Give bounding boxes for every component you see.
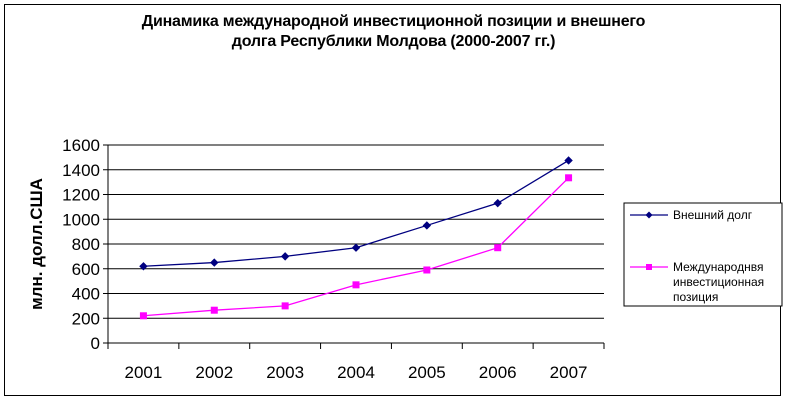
y-tick-label: 1600 bbox=[62, 136, 100, 155]
y-tick-label: 600 bbox=[72, 260, 100, 279]
legend: Внешний долг Международнвя инвестиционная п… bbox=[623, 202, 783, 307]
legend-label: Международнвя инвестиционная позиция bbox=[673, 260, 764, 304]
series-group bbox=[139, 156, 573, 320]
x-tick-label: 2006 bbox=[479, 363, 517, 382]
x-tick-label: 2001 bbox=[125, 363, 163, 382]
data-point bbox=[494, 244, 502, 252]
data-point bbox=[564, 156, 573, 165]
y-tick-label: 1200 bbox=[62, 186, 100, 205]
y-tick-label: 0 bbox=[91, 334, 100, 353]
y-tick-label: 400 bbox=[72, 285, 100, 304]
x-tick-label: 2002 bbox=[195, 363, 233, 382]
data-point bbox=[351, 243, 361, 252]
legend-label: Внешний долг bbox=[673, 208, 753, 222]
data-point bbox=[352, 281, 360, 289]
data-point bbox=[493, 198, 502, 208]
y-tick-label: 1000 bbox=[62, 210, 100, 229]
data-point bbox=[139, 262, 148, 271]
x-tick-label: 2004 bbox=[337, 363, 375, 382]
y-tick-label: 200 bbox=[72, 309, 100, 328]
data-point bbox=[210, 258, 219, 267]
chart-title: Динамика международной инвестиционной по… bbox=[0, 12, 787, 52]
y-tick-labels: 0 200 400 600 800 1000 1200 1400 1600 bbox=[62, 136, 100, 353]
legend-box bbox=[623, 202, 783, 307]
data-point bbox=[139, 312, 147, 320]
data-point bbox=[281, 302, 289, 310]
data-point bbox=[565, 174, 573, 182]
data-point bbox=[210, 306, 218, 314]
x-tick-label: 2007 bbox=[550, 363, 588, 382]
legend-marker bbox=[645, 211, 653, 219]
data-point bbox=[280, 252, 290, 261]
data-point bbox=[423, 266, 431, 274]
gridlines bbox=[108, 144, 604, 344]
chart-frame bbox=[4, 4, 781, 396]
y-axis-label: млн. долл.США bbox=[27, 178, 46, 310]
x-tick-labels: 2001 2002 2003 2004 2005 2006 2007 bbox=[125, 363, 588, 382]
axes bbox=[103, 144, 605, 349]
y-tick-label: 800 bbox=[72, 235, 100, 254]
x-tick-label: 2005 bbox=[408, 363, 446, 382]
y-tick-label: 1400 bbox=[62, 161, 100, 180]
chart-title-line-2: долга Республики Молдова (2000-2007 гг.) bbox=[231, 33, 556, 50]
x-tick-label: 2003 bbox=[266, 363, 304, 382]
data-point bbox=[422, 221, 432, 230]
legend-marker bbox=[646, 264, 652, 270]
chart-title-line-1: Динамика международной инвестиционной по… bbox=[141, 13, 646, 30]
